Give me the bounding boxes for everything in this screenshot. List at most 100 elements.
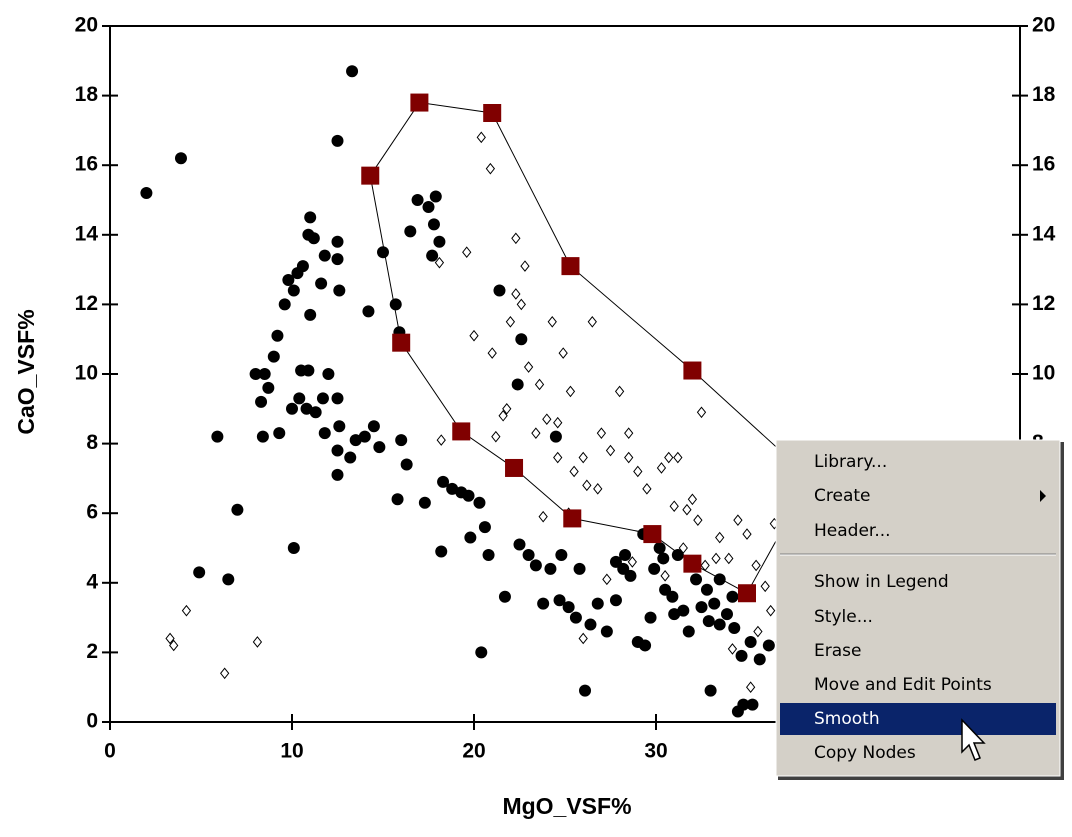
point xyxy=(554,453,562,463)
point xyxy=(584,619,596,631)
x-tick-label: 20 xyxy=(462,740,485,763)
point xyxy=(332,236,344,248)
point xyxy=(530,559,542,571)
point xyxy=(426,250,438,262)
point xyxy=(721,608,733,620)
point xyxy=(537,598,549,610)
y-tick-label: 0 xyxy=(86,710,98,733)
point xyxy=(517,299,525,309)
menu-item[interactable]: Create xyxy=(814,486,871,506)
point xyxy=(574,563,586,575)
point xyxy=(332,445,344,457)
point xyxy=(182,606,190,616)
point xyxy=(359,431,371,443)
polygon-node xyxy=(361,167,379,185)
point xyxy=(666,591,678,603)
y2-tick-label: 18 xyxy=(1032,83,1056,106)
menu-item[interactable]: Smooth xyxy=(814,709,880,729)
point xyxy=(231,504,243,516)
point xyxy=(221,668,229,678)
point xyxy=(315,278,327,290)
point xyxy=(683,626,695,638)
polygon-node xyxy=(561,257,579,275)
point xyxy=(690,573,702,585)
point xyxy=(746,699,758,711)
polygon-outline xyxy=(370,103,810,594)
point xyxy=(579,633,587,643)
point xyxy=(322,368,334,380)
point xyxy=(463,247,471,257)
menu-item[interactable]: Show in Legend xyxy=(814,572,949,592)
menu-item[interactable]: Erase xyxy=(814,641,861,661)
point xyxy=(273,427,285,439)
point xyxy=(477,132,485,142)
point xyxy=(610,556,622,568)
point xyxy=(493,284,505,296)
y-tick-label: 10 xyxy=(75,362,98,385)
x-axis-label: MgO_VSF% xyxy=(502,793,631,819)
menu-item[interactable]: Style... xyxy=(814,607,873,627)
point xyxy=(332,135,344,147)
point xyxy=(401,458,413,470)
y-tick-label: 18 xyxy=(75,83,99,106)
point xyxy=(657,463,665,473)
menu-item[interactable]: Copy Nodes xyxy=(814,743,916,763)
point xyxy=(368,420,380,432)
point xyxy=(473,497,485,509)
point xyxy=(688,494,696,504)
polygon-node xyxy=(452,422,470,440)
point xyxy=(255,396,267,408)
menu-item[interactable]: Library... xyxy=(814,452,887,472)
point xyxy=(259,368,271,380)
polygon-node xyxy=(410,94,428,112)
point xyxy=(754,653,766,665)
point xyxy=(670,501,678,511)
point xyxy=(607,446,615,456)
point xyxy=(433,236,445,248)
point xyxy=(304,309,316,321)
y2-tick-label: 12 xyxy=(1032,292,1055,315)
point xyxy=(512,233,520,243)
point xyxy=(725,553,733,563)
y2-tick-label: 16 xyxy=(1032,153,1055,176)
y-tick-label: 6 xyxy=(86,501,98,524)
point xyxy=(648,563,660,575)
point xyxy=(752,560,760,570)
point xyxy=(332,469,344,481)
point xyxy=(390,298,402,310)
y-tick-label: 2 xyxy=(86,640,98,663)
point xyxy=(304,211,316,223)
point xyxy=(536,379,544,389)
point xyxy=(579,685,591,697)
point xyxy=(570,612,582,624)
point xyxy=(308,232,320,244)
point xyxy=(712,553,720,563)
point xyxy=(344,452,356,464)
point xyxy=(714,619,726,631)
point xyxy=(483,549,495,561)
point xyxy=(404,225,416,237)
polygon-node xyxy=(392,334,410,352)
point xyxy=(464,532,476,544)
polygon-node xyxy=(738,584,756,602)
menu-item[interactable]: Move and Edit Points xyxy=(814,675,992,695)
point xyxy=(488,348,496,358)
menu-item[interactable]: Header... xyxy=(814,521,891,541)
polygon-node xyxy=(683,362,701,380)
point xyxy=(597,428,605,438)
point xyxy=(419,497,431,509)
polygon-node xyxy=(643,525,661,543)
point xyxy=(333,420,345,432)
point xyxy=(726,591,738,603)
point xyxy=(754,627,762,637)
polygon-node xyxy=(683,555,701,573)
point xyxy=(661,571,669,581)
y-tick-label: 4 xyxy=(86,570,98,593)
point xyxy=(479,521,491,533)
polygon-node xyxy=(505,459,523,477)
point xyxy=(696,601,708,613)
point xyxy=(257,431,269,443)
x-tick-label: 30 xyxy=(644,740,667,763)
point xyxy=(539,512,547,522)
point xyxy=(319,250,331,262)
